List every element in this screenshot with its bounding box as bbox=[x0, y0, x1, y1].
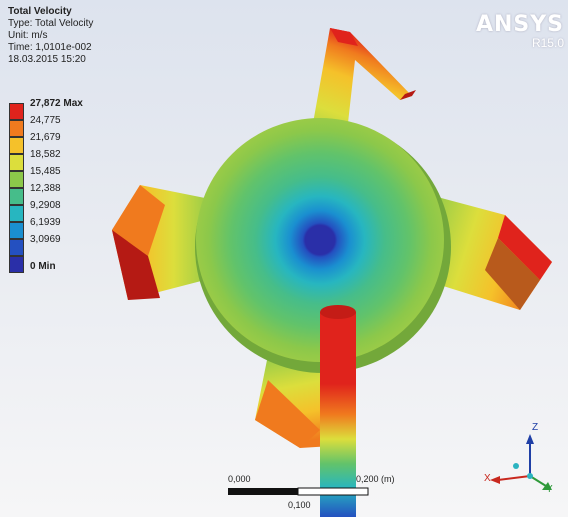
axis-triad[interactable]: Z X Y bbox=[480, 420, 560, 500]
brand-version: R15.0 bbox=[531, 36, 564, 50]
legend-label: 6,1939 bbox=[30, 217, 61, 228]
impeller-blade-left bbox=[112, 185, 215, 300]
legend-swatch bbox=[9, 188, 24, 205]
legend-label: 9,2908 bbox=[30, 200, 61, 211]
legend-label: 3,0969 bbox=[30, 234, 61, 245]
result-type: Type: Total Velocity bbox=[8, 18, 94, 29]
legend-swatch bbox=[9, 154, 24, 171]
triad-x-label: X bbox=[484, 473, 491, 484]
result-time: Time: 1,0101e-002 bbox=[8, 42, 92, 53]
legend-label: 21,679 bbox=[30, 132, 61, 143]
triad-y-label: Y bbox=[546, 484, 553, 495]
result-unit: Unit: m/s bbox=[8, 30, 48, 41]
legend-swatch bbox=[9, 239, 24, 256]
impeller-blade-right bbox=[430, 195, 552, 310]
legend-label: 27,872 Max bbox=[30, 98, 83, 109]
legend-label: 18,582 bbox=[30, 149, 61, 160]
legend-swatch bbox=[9, 256, 24, 273]
legend-label: 15,485 bbox=[30, 166, 61, 177]
legend-swatch bbox=[9, 171, 24, 188]
legend-swatch bbox=[9, 137, 24, 154]
legend-label: 24,775 bbox=[30, 115, 61, 126]
legend-label: 0 Min bbox=[30, 261, 56, 272]
legend-label: 12,388 bbox=[30, 183, 61, 194]
triad-z-label: Z bbox=[532, 422, 539, 433]
legend-swatch bbox=[9, 120, 24, 137]
impeller-hub-disk bbox=[195, 118, 451, 373]
legend-swatch bbox=[9, 205, 24, 222]
ansys-logo: ANSYS R15.0 bbox=[475, 12, 564, 51]
legend-swatch bbox=[9, 222, 24, 239]
result-date: 18.03.2015 15:20 bbox=[8, 54, 86, 65]
impeller-shaft bbox=[320, 305, 356, 517]
legend-swatch bbox=[9, 103, 24, 120]
result-title: Total Velocity bbox=[8, 6, 72, 17]
brand-name: ANSYS bbox=[475, 12, 564, 37]
result-info-block: Total Velocity Type: Total Velocity Unit… bbox=[8, 6, 93, 66]
